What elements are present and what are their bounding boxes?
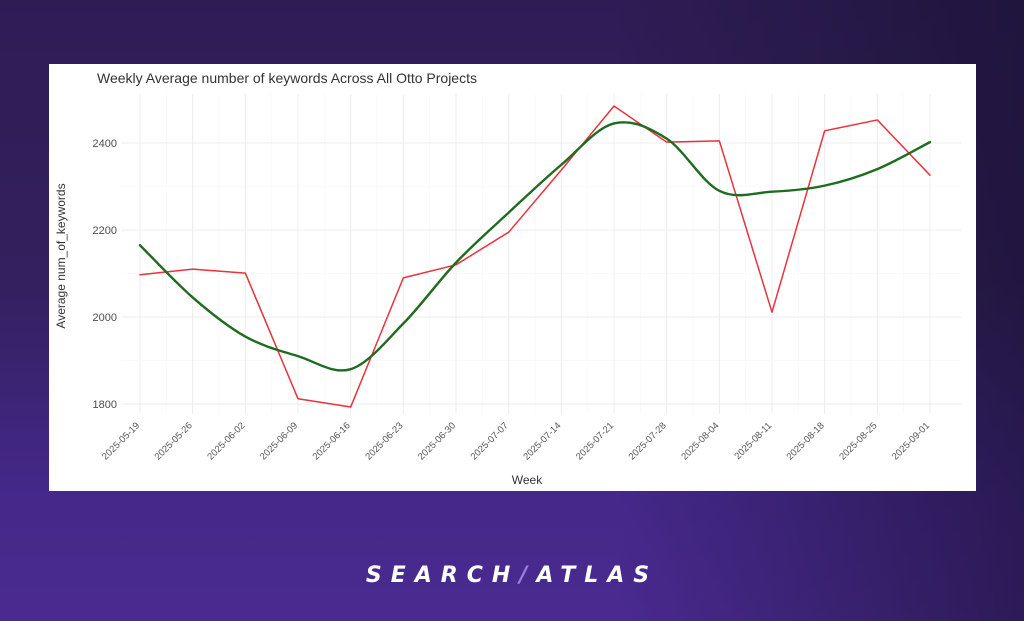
- x-tick-label: 2025-06-30: [416, 420, 458, 462]
- average-line: [139, 105, 931, 408]
- x-tick-label: 2025-07-28: [627, 420, 669, 462]
- search-atlas-logo: SEARCH/ATLAS: [0, 563, 1024, 588]
- y-tick-label: 2200: [93, 225, 117, 237]
- y-tick-label: 2000: [93, 312, 117, 324]
- chart-panel: Weekly Average number of keywords Across…: [49, 64, 976, 491]
- x-tick-label: 2025-06-16: [311, 420, 353, 462]
- logo-text-right: ATLAS: [536, 563, 659, 588]
- x-tick-label: 2025-07-21: [574, 420, 616, 462]
- x-tick-label: 2025-07-07: [469, 420, 511, 462]
- x-tick-label: 2025-06-23: [363, 420, 405, 462]
- x-tick-label: 2025-09-01: [890, 420, 932, 462]
- x-tick-label: 2025-05-26: [153, 420, 195, 462]
- x-tick-label: 2025-08-18: [785, 420, 827, 462]
- x-tick-label: 2025-05-19: [100, 420, 142, 462]
- trend-line: [138, 121, 932, 372]
- y-tick-label: 1800: [93, 399, 117, 411]
- x-tick-label: 2025-08-11: [732, 420, 774, 462]
- x-axis-label: Week: [512, 473, 543, 487]
- x-tick-label: 2025-06-09: [258, 420, 300, 462]
- x-tick-label: 2025-08-25: [837, 420, 879, 462]
- logo-text-left: SEARCH: [365, 563, 520, 588]
- x-tick-label: 2025-07-14: [521, 420, 563, 462]
- y-tick-label: 2400: [93, 138, 117, 150]
- chart-title: Weekly Average number of keywords Across…: [97, 70, 477, 86]
- logo-slash: /: [519, 563, 537, 588]
- x-tick-label: 2025-08-04: [679, 420, 721, 462]
- y-axis-label: Average num_of_keywords: [54, 183, 68, 328]
- x-tick-label: 2025-06-02: [205, 420, 247, 462]
